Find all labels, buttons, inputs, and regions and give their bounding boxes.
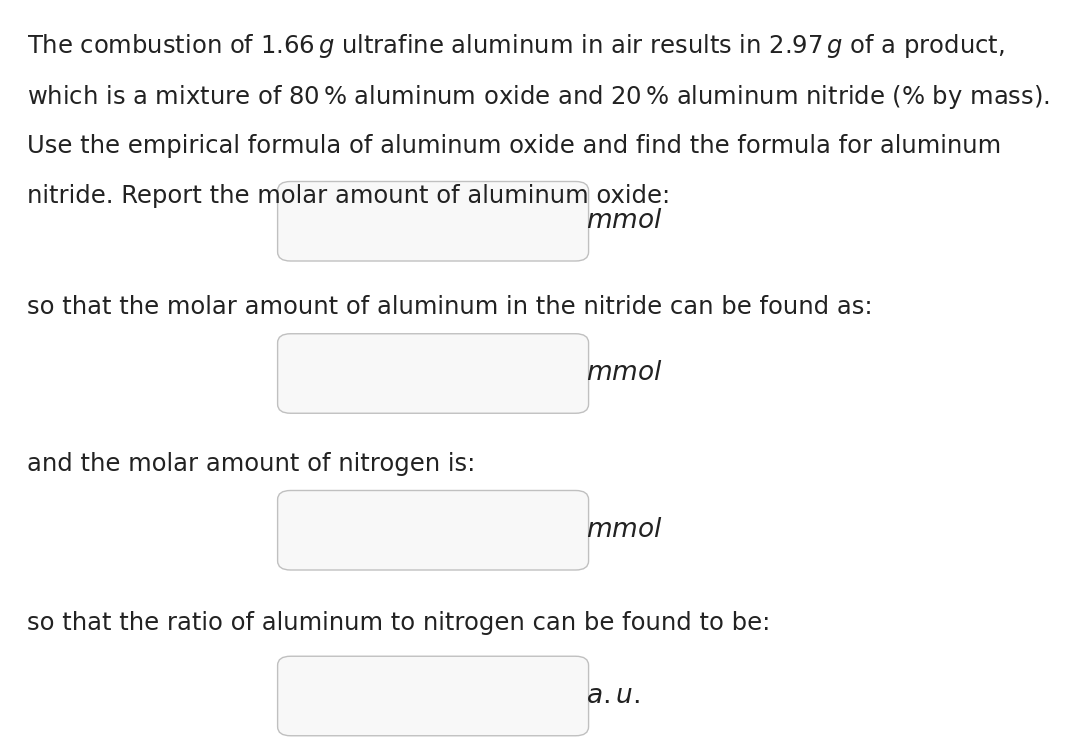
FancyBboxPatch shape [278, 656, 589, 736]
Text: $\mathit{mmol}$: $\mathit{mmol}$ [586, 209, 663, 234]
Text: $\mathit{mmol}$: $\mathit{mmol}$ [586, 361, 663, 386]
Text: $\mathit{mmol}$: $\mathit{mmol}$ [586, 518, 663, 543]
Text: so that the molar amount of aluminum in the nitride can be found as:: so that the molar amount of aluminum in … [27, 295, 873, 319]
Text: and the molar amount of nitrogen is:: and the molar amount of nitrogen is: [27, 452, 476, 476]
FancyBboxPatch shape [278, 490, 589, 570]
Text: so that the ratio of aluminum to nitrogen can be found to be:: so that the ratio of aluminum to nitroge… [27, 611, 770, 635]
FancyBboxPatch shape [278, 334, 589, 413]
FancyBboxPatch shape [278, 182, 589, 261]
Text: which is a mixture of 80$\,$% aluminum oxide and 20$\,$% aluminum nitride (% by : which is a mixture of 80$\,$% aluminum o… [27, 82, 1050, 110]
Text: Use the empirical formula of aluminum oxide and find the formula for aluminum: Use the empirical formula of aluminum ox… [27, 134, 1001, 158]
Text: $\mathit{a.u.}$: $\mathit{a.u.}$ [586, 683, 640, 709]
Text: The combustion of 1.66$\,\mathit{g}$ ultrafine aluminum in air results in 2.97$\: The combustion of 1.66$\,\mathit{g}$ ult… [27, 32, 1005, 59]
Text: nitride. Report the molar amount of aluminum oxide:: nitride. Report the molar amount of alum… [27, 184, 670, 209]
